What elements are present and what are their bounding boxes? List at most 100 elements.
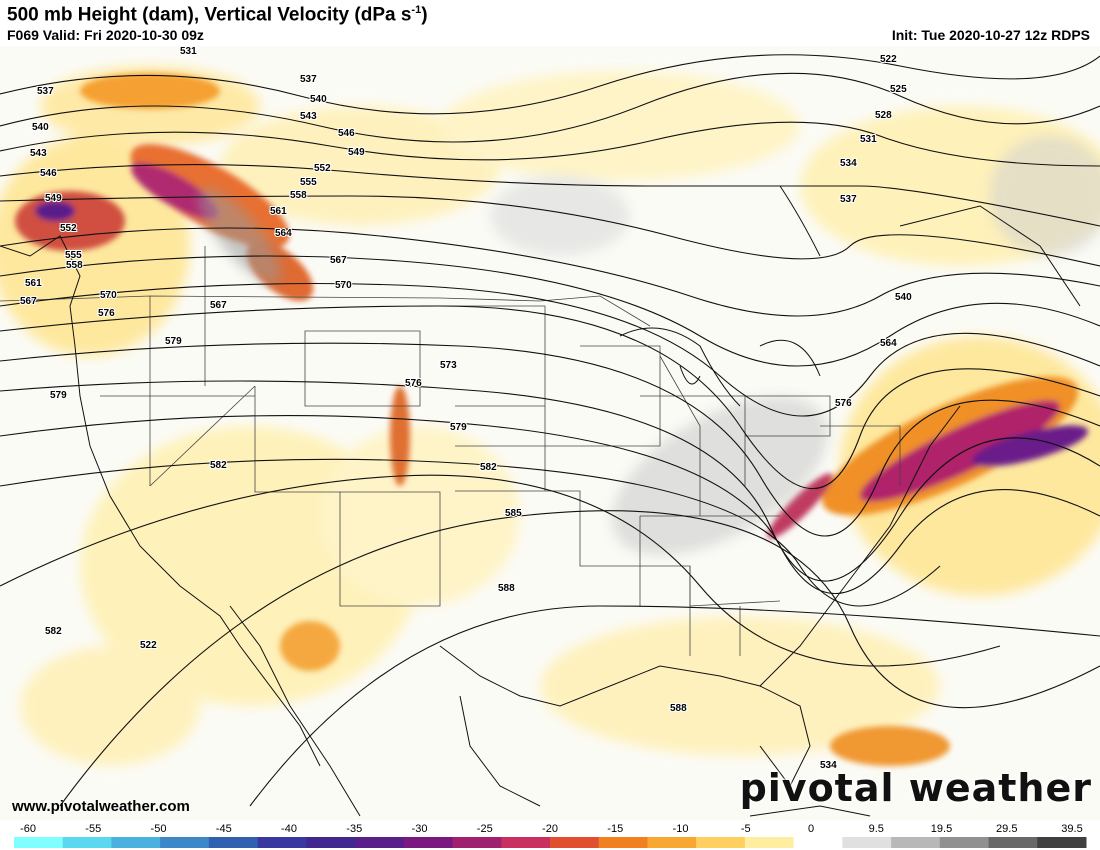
colorbar-swatch xyxy=(257,837,307,848)
contour-label: 522 xyxy=(140,640,157,651)
contour-label: 540 xyxy=(310,94,327,105)
contour-label: 537 xyxy=(840,194,857,205)
contour-label: 579 xyxy=(50,390,67,401)
colorbar-swatch xyxy=(208,837,259,848)
colorbar-swatch xyxy=(355,837,405,848)
contour-label: 582 xyxy=(45,626,62,637)
colorbar-swatch xyxy=(939,837,990,848)
strong-ascent-shading xyxy=(15,73,1089,766)
contour-label: 522 xyxy=(880,54,897,65)
colorbar-swatch xyxy=(14,837,64,848)
contour-label: 567 xyxy=(20,296,37,307)
colorbar-swatch xyxy=(598,837,648,848)
contour-label: 558 xyxy=(66,260,83,271)
contour-labels: 522 525 528 531 534 537 540 564 576 531 537 540 543 5… xyxy=(19,46,913,772)
colorbar-swatch xyxy=(550,837,600,848)
colorbar-tick: 9.5 xyxy=(869,823,884,835)
contour-label: 534 xyxy=(840,158,857,169)
colorbar-tick: -45 xyxy=(216,823,232,835)
colorbar-tick: -5 xyxy=(741,823,751,835)
colorbar-swatch xyxy=(501,837,551,848)
contour-label: 531 xyxy=(180,46,197,57)
colorbar-swatch xyxy=(891,837,941,848)
brand-logo: pivotal weather xyxy=(739,766,1092,810)
contour-label: 555 xyxy=(300,177,317,188)
colorbar-swatch xyxy=(111,837,161,848)
colorbar-swatch xyxy=(647,837,697,848)
colorbar-tick-labels: -60 -55 -50 -45 -40 -35 -30 -25 -20 -15 -10 -5 0 9.5 1… xyxy=(20,823,1083,835)
contour-label: 585 xyxy=(505,508,522,519)
contour-label: 543 xyxy=(300,111,317,122)
colorbar-swatch xyxy=(696,837,746,848)
colorbar-swatch xyxy=(452,837,502,848)
colorbar-tick: -10 xyxy=(673,823,689,835)
contour-label: 525 xyxy=(890,84,907,95)
colorbar-tick: -15 xyxy=(607,823,623,835)
colorbar-tick: 19.5 xyxy=(931,823,952,835)
header: 500 mb Height (dam), Vertical Velocity (… xyxy=(0,0,1100,46)
contour-label: 561 xyxy=(270,206,287,217)
map-title: 500 mb Height (dam), Vertical Velocity (… xyxy=(7,4,428,26)
contour-label: 582 xyxy=(480,462,497,473)
contour-label: 561 xyxy=(25,278,42,289)
colorbar-swatches xyxy=(14,837,1087,848)
contour-label: 579 xyxy=(450,422,467,433)
colorbar-tick: 39.5 xyxy=(1061,823,1082,835)
contour-label: 576 xyxy=(405,378,422,389)
colorbar-swatch xyxy=(306,837,356,848)
contour-label: 528 xyxy=(875,110,892,121)
colorbar-tick: -55 xyxy=(85,823,101,835)
contour-label: 588 xyxy=(670,703,687,714)
contour-label: 546 xyxy=(40,168,57,179)
contour-label: 567 xyxy=(330,255,347,266)
contour-label: 540 xyxy=(32,122,49,133)
contour-label: 570 xyxy=(100,290,117,301)
contour-label: 558 xyxy=(290,190,307,201)
colorbar-swatch xyxy=(1037,837,1087,848)
height-contours xyxy=(0,54,1100,807)
init-time: Init: Tue 2020-10-27 12z RDPS xyxy=(891,27,1090,43)
colorbar-tick: -50 xyxy=(151,823,167,835)
contour-label: 534 xyxy=(820,760,837,771)
colorbar-tick: -35 xyxy=(346,823,362,835)
contour-label: 567 xyxy=(210,300,227,311)
website-link[interactable]: www.pivotalweather.com xyxy=(12,798,190,815)
contour-label: 549 xyxy=(348,147,365,158)
colorbar-swatch xyxy=(403,837,454,848)
contour-label: 552 xyxy=(60,223,77,234)
contour-label: 588 xyxy=(498,583,515,594)
colorbar-tick: 29.5 xyxy=(996,823,1017,835)
colorbar-swatch xyxy=(988,837,1038,848)
contour-label: 537 xyxy=(37,86,54,97)
contour-label: 546 xyxy=(338,128,355,139)
colorbar-swatch xyxy=(744,837,795,848)
weather-map: 522 525 528 531 534 537 540 564 576 531 537 540 543 5… xyxy=(0,46,1100,820)
contour-label: 549 xyxy=(45,193,62,204)
colorbar-tick: -20 xyxy=(542,823,558,835)
colorbar-swatch xyxy=(160,837,210,848)
contour-label: 555 xyxy=(65,250,82,261)
contour-label: 564 xyxy=(275,228,292,239)
colorbar-tick: 0 xyxy=(808,823,814,835)
colorbar-swatch xyxy=(62,837,112,848)
valid-time: F069 Valid: Fri 2020-10-30 09z xyxy=(7,27,204,43)
colorbar-tick: -40 xyxy=(281,823,297,835)
contour-label: 543 xyxy=(30,148,47,159)
colorbar-tick: -60 xyxy=(20,823,36,835)
colorbar: -60 -55 -50 -45 -40 -35 -30 -25 -20 -15 -10 -5 0 9.5 1… xyxy=(0,820,1100,850)
colorbar-swatch xyxy=(842,837,892,848)
contour-label: 537 xyxy=(300,74,317,85)
colorbar-swatch xyxy=(793,837,843,848)
colorbar-tick: -25 xyxy=(477,823,493,835)
colorbar-tick: -30 xyxy=(412,823,428,835)
contour-label: 564 xyxy=(880,338,897,349)
contour-label: 552 xyxy=(314,163,331,174)
contour-label: 531 xyxy=(860,134,877,145)
contour-label: 576 xyxy=(835,398,852,409)
contour-label: 576 xyxy=(98,308,115,319)
contour-label: 540 xyxy=(895,292,912,303)
contour-label: 573 xyxy=(440,360,457,371)
contour-label: 579 xyxy=(165,336,182,347)
contour-label: 582 xyxy=(210,460,227,471)
contour-label: 570 xyxy=(335,280,352,291)
